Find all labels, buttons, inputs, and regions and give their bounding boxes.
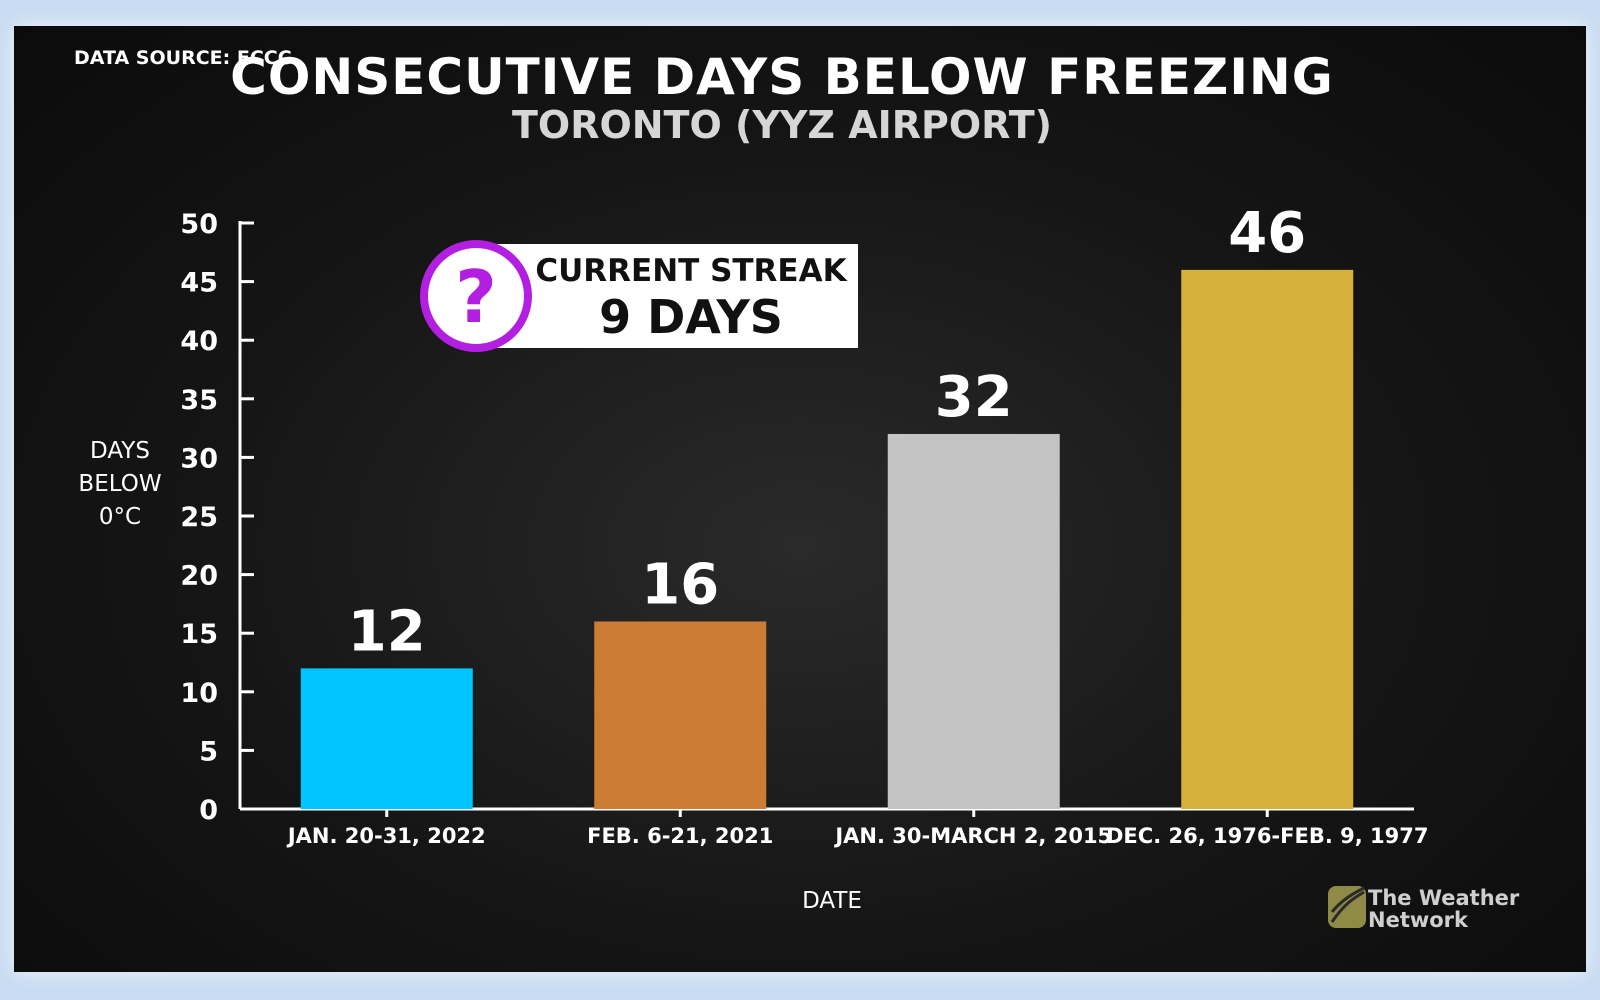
x-tick-label: FEB. 6-21, 2021 (587, 824, 773, 848)
bar-value-label: 12 (348, 599, 426, 664)
bar-value-label: 16 (641, 552, 719, 617)
y-axis-label-line-3: 0°C (99, 504, 141, 530)
logo-text-line-2: Network (1368, 908, 1469, 932)
question-mark-icon: ? (455, 255, 497, 339)
bar (594, 621, 767, 809)
y-tick-label: 0 (199, 795, 218, 826)
bar-value-label: 32 (935, 365, 1013, 430)
y-axis-label-line-2: BELOW (78, 471, 161, 497)
x-tick-label: JAN. 30-MARCH 2, 2015 (833, 824, 1112, 848)
bar-value-label: 46 (1228, 201, 1306, 266)
bar (1181, 269, 1354, 809)
y-axis-label-line-1: DAYS (90, 438, 150, 464)
chart-frame: DATA SOURCE: ECCC CONSECUTIVE DAYS BELOW… (14, 26, 1586, 972)
weather-network-logo: The Weather Network (1328, 886, 1520, 932)
logo-text-line-1: The Weather (1368, 886, 1520, 910)
y-tick-label: 35 (180, 385, 218, 416)
chart-title: CONSECUTIVE DAYS BELOW FREEZING (230, 48, 1334, 106)
callout-box (484, 244, 858, 348)
y-tick-label: 5 (199, 736, 218, 767)
bar (887, 433, 1060, 809)
bar (300, 668, 473, 809)
x-axis-ticks: JAN. 20-31, 2022 FEB. 6-21, 2021 JAN. 30-M… (286, 809, 1429, 848)
x-tick-label: JAN. 20-31, 2022 (286, 824, 486, 848)
y-tick-label: 15 (180, 619, 218, 650)
x-axis-label: DATE (802, 888, 862, 914)
y-tick-label: 10 (180, 678, 218, 709)
y-tick-label: 20 (180, 561, 218, 592)
chart-canvas: DATA SOURCE: ECCC CONSECUTIVE DAYS BELOW… (74, 47, 1520, 932)
data-source-label: DATA SOURCE: ECCC (74, 47, 292, 69)
y-axis-label: DAYS BELOW 0°C (78, 438, 161, 530)
bars (300, 269, 1354, 809)
y-tick-label: 25 (180, 502, 218, 533)
data-labels: 12 16 32 46 (348, 201, 1306, 664)
y-axis-ticks: 0 5 10 15 20 25 30 35 40 45 50 (180, 209, 254, 826)
question-mark-circle (420, 240, 532, 352)
current-streak-callout: ? CURRENT STREAK 9 DAYS (420, 240, 858, 352)
chart-subtitle: TORONTO (YYZ AIRPORT) (512, 103, 1052, 147)
callout-line-1: CURRENT STREAK (535, 253, 847, 289)
y-tick-label: 30 (180, 443, 218, 474)
y-tick-label: 45 (180, 268, 218, 299)
x-tick-label: DEC. 26, 1976-FEB. 9, 1977 (1106, 824, 1429, 848)
callout-line-2: 9 DAYS (599, 290, 783, 344)
y-tick-label: 50 (180, 209, 218, 240)
y-tick-label: 40 (180, 326, 218, 357)
